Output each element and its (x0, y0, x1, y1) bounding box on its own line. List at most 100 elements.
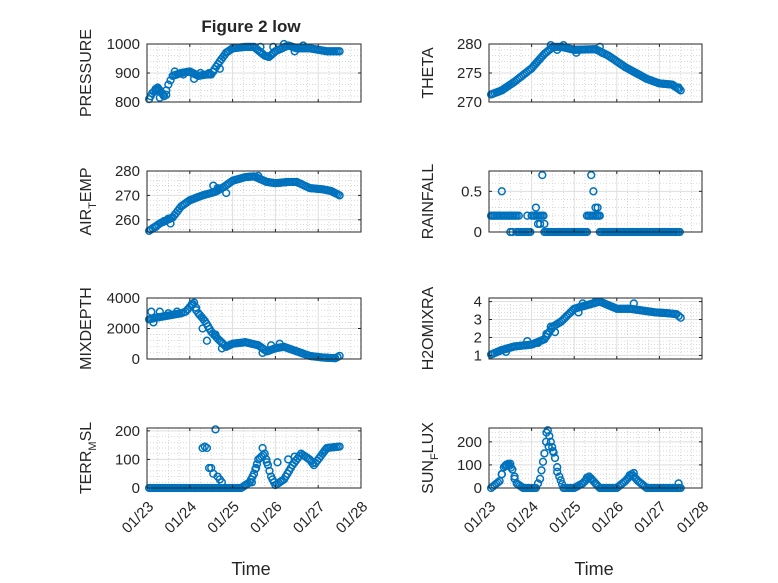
data-point (674, 311, 683, 321)
data-point (501, 347, 511, 356)
y-tick-label: 270 (115, 187, 140, 204)
data-point (540, 219, 549, 229)
y-tick-label: 0 (132, 351, 140, 368)
data-point (535, 219, 545, 229)
data-point (213, 183, 222, 193)
y-tick-label: 275 (457, 65, 482, 82)
y-axis-label: AIRTEMP (78, 167, 99, 235)
data-point (538, 457, 548, 466)
y-tick-label: 4 (474, 294, 482, 311)
data-point (299, 41, 308, 50)
y-axis-label: TERRMSL (78, 422, 99, 494)
data-point (164, 214, 173, 223)
data-point (217, 344, 227, 353)
data-point (501, 460, 511, 470)
data-point (258, 348, 267, 358)
data-point (217, 478, 227, 487)
data-point (676, 313, 685, 322)
data-point (629, 468, 638, 478)
data-point (556, 476, 565, 485)
data-point (164, 309, 173, 318)
y-tick-label: 0 (132, 480, 140, 497)
axes-box (488, 427, 703, 489)
y-axis-label: MIXDEPTH (78, 287, 95, 370)
data-point (164, 80, 173, 89)
data-point (497, 470, 506, 479)
data-point (187, 299, 197, 309)
data-point (542, 329, 551, 339)
data-point (546, 437, 555, 446)
data-point (192, 306, 201, 315)
y-tick-label: 100 (115, 451, 140, 468)
axes-box (488, 297, 703, 360)
y-tick-label: 4000 (107, 290, 140, 307)
data-point (587, 170, 596, 180)
data-point (538, 170, 547, 180)
data-point (535, 474, 545, 483)
data-point (209, 67, 218, 76)
y-tick-label: 900 (115, 65, 140, 82)
axes-box (146, 170, 362, 233)
y-tick-label: 200 (457, 434, 482, 451)
data-point (608, 302, 617, 312)
data-point (629, 299, 638, 308)
y-tick-label: 2000 (107, 321, 140, 338)
data-point (155, 93, 164, 102)
y-tick-label: 2 (474, 329, 482, 346)
y-tick-label: 800 (115, 94, 140, 111)
data-point (542, 428, 551, 437)
y-tick-label: 280 (115, 163, 140, 180)
data-point (533, 338, 543, 348)
data-point (258, 443, 267, 453)
data-point (546, 322, 555, 331)
data-point (593, 203, 602, 212)
y-tick-label: 270 (457, 94, 482, 111)
y-axis-label: THETA (420, 47, 437, 99)
subplot-mixdepth: 0 2000 4000 MIXDEPTH (78, 287, 362, 370)
y-axis-label: RAINFALL (420, 164, 437, 240)
y-tick-label: 200 (115, 423, 140, 440)
data-point (595, 211, 604, 220)
data-point (149, 318, 158, 327)
data-point (273, 458, 282, 467)
data-point (266, 341, 276, 350)
data-point (275, 339, 284, 348)
subplot-air_temp: 260 270 280 AIRTEMP (78, 163, 362, 236)
data-point (514, 211, 523, 220)
y-tick-label: 3 (474, 312, 482, 329)
data-point (574, 308, 583, 317)
data-point (222, 188, 231, 198)
data-point (553, 45, 562, 54)
data-point (587, 474, 596, 483)
axes-box (488, 170, 703, 233)
data-point (335, 442, 344, 451)
data-point (625, 471, 634, 480)
data-point (179, 70, 188, 79)
data-point (202, 443, 212, 453)
data-point (674, 479, 683, 488)
data-point (262, 458, 271, 467)
data-point (506, 459, 515, 468)
data-point (578, 299, 587, 308)
data-point (198, 324, 207, 333)
data-point (162, 90, 171, 99)
y-axis-label: SUNFLUX (420, 422, 441, 494)
y-tick-label: 0 (474, 224, 482, 241)
data-point (548, 443, 557, 452)
data-point (209, 181, 218, 190)
data-point (211, 425, 220, 434)
data-point (172, 307, 182, 316)
data-point (202, 336, 212, 345)
data-point (151, 222, 160, 232)
data-point (155, 307, 164, 316)
data-point (196, 68, 205, 78)
data-point (539, 211, 548, 220)
data-point (582, 473, 592, 482)
y-tick-label: 1 (474, 347, 482, 364)
data-point (572, 48, 581, 57)
y-tick-label: 1000 (107, 36, 140, 53)
subplot-pressure: 800 900 1000 PRESSURE (78, 29, 362, 117)
data-point (493, 478, 503, 487)
